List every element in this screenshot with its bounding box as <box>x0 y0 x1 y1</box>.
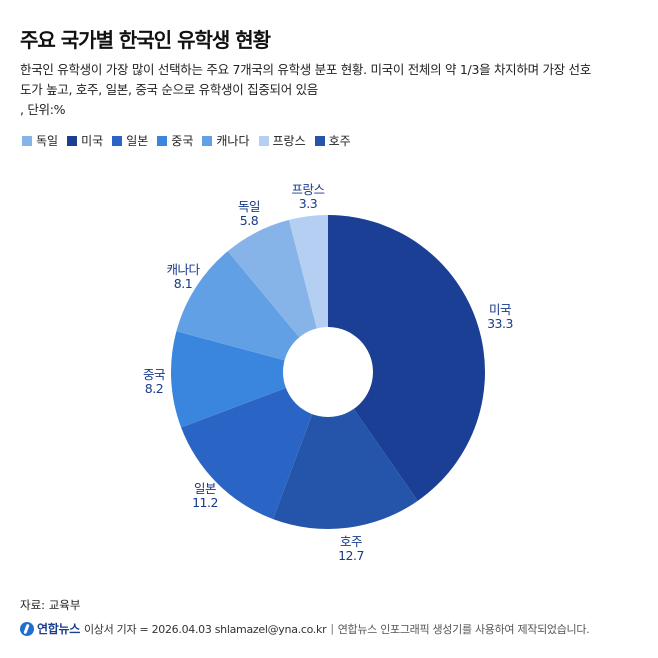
legend-item-australia: 호주 <box>314 132 351 149</box>
donut-slice <box>328 215 486 501</box>
legend-item-canada: 캐나다 <box>202 132 250 149</box>
donut-slice <box>227 219 328 372</box>
legend-item-japan: 일본 <box>112 132 148 149</box>
legend-swatch <box>157 135 168 146</box>
slice-label-france: 프랑스 3.3 <box>291 182 325 211</box>
legend-item-france: 프랑스 <box>258 132 306 149</box>
data-source: 자료: 교육부 <box>20 598 81 612</box>
slice-label-china: 중국 8.2 <box>142 367 166 396</box>
footer-credit: 연합뉴스 이상서 기자 = 2026.04.03 shlamazel@yna.c… <box>20 620 590 637</box>
donut-slices <box>170 215 486 530</box>
legend-label: 중국 <box>171 134 194 148</box>
legend-swatch <box>258 135 269 146</box>
legend-label: 프랑스 <box>272 134 306 148</box>
legend-item-usa: 미국 <box>67 132 103 149</box>
donut-slice <box>170 331 328 428</box>
legend-swatch <box>314 135 325 146</box>
subtitle-line-2: 도가 높고, 호주, 일본, 중국 순으로 유학생이 집중되어 있음 <box>20 82 319 97</box>
chart-title: 주요 국가별 한국인 유학생 현황 <box>20 28 271 52</box>
donut-slice <box>273 372 418 530</box>
legend-swatch <box>112 135 123 146</box>
legend-swatch <box>22 135 32 146</box>
legend-label: 미국 <box>81 134 104 148</box>
slice-label-australia: 호주 12.7 <box>338 534 364 563</box>
reporter-credit: 이상서 기자 = 2026.04.03 shlamazel@yna.co.kr <box>83 622 327 636</box>
donut-slice <box>181 372 328 520</box>
brand-name: 연합뉴스 <box>37 622 80 636</box>
slice-label-germany: 독일 5.8 <box>237 199 261 228</box>
generator-note: 연합뉴스 인포그래픽 생성기를 사용하여 제작되었습니다. <box>337 622 590 636</box>
separator: | <box>330 622 334 635</box>
brand-logo: 연합뉴스 <box>20 620 80 637</box>
slice-label-canada: 캐나다 8.1 <box>166 262 200 291</box>
legend-item-germany: 독일 <box>22 132 58 149</box>
chart-legend: 독일 미국 일본 중국 캐나다 프랑스 호주 <box>22 132 351 149</box>
chart-subtitle: 한국인 유학생이 가장 많이 선택하는 주요 7개국의 유학생 분포 현황. 미… <box>20 60 640 120</box>
subtitle-line-1: 한국인 유학생이 가장 많이 선택하는 주요 7개국의 유학생 분포 현황. 미… <box>20 62 591 77</box>
legend-label: 호주 <box>328 134 351 148</box>
slice-label-japan: 일본 11.2 <box>192 481 218 510</box>
legend-item-china: 중국 <box>157 132 193 149</box>
yonhap-logo-icon <box>20 621 34 636</box>
donut-slice <box>176 251 328 372</box>
legend-swatch <box>202 135 213 146</box>
legend-label: 일본 <box>126 134 149 148</box>
slice-label-usa: 미국 33.3 <box>487 302 513 331</box>
donut-hole <box>283 327 373 417</box>
legend-swatch <box>67 135 78 146</box>
legend-label: 독일 <box>36 134 59 148</box>
unit-note: , 단위:% <box>20 102 66 117</box>
legend-label: 캐나다 <box>216 134 250 148</box>
